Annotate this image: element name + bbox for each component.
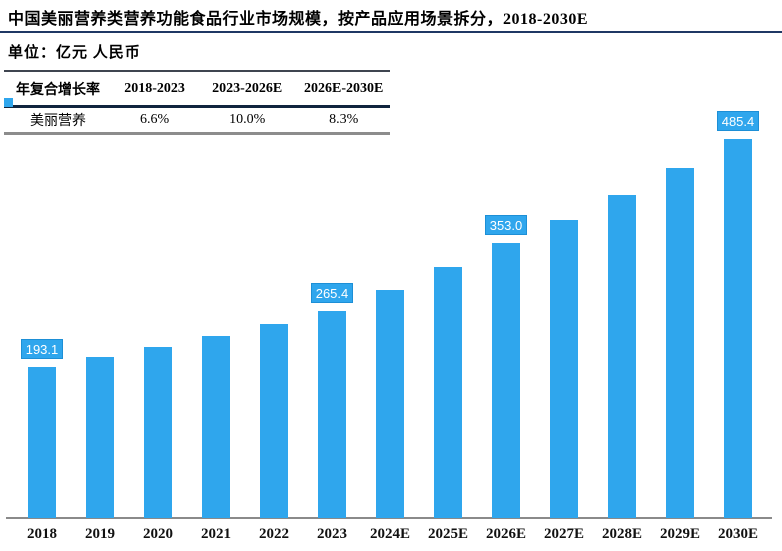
data-label-2023: 265.4 bbox=[311, 283, 353, 303]
table-header-period-2: 2023-2026E bbox=[212, 80, 283, 96]
x-axis-label-2020: 2020 bbox=[143, 526, 173, 542]
x-axis-label-2018: 2018 bbox=[27, 526, 57, 542]
bar-2025E bbox=[434, 267, 462, 518]
x-axis-label-2021: 2021 bbox=[201, 526, 231, 542]
bar-2018 bbox=[28, 367, 56, 518]
bar-2030E bbox=[724, 139, 752, 518]
bar-2029E bbox=[666, 168, 694, 518]
bar-2020 bbox=[144, 347, 172, 518]
bar-2023 bbox=[318, 311, 346, 518]
title-divider bbox=[0, 31, 782, 33]
x-axis-line bbox=[6, 517, 772, 519]
bar-2022 bbox=[260, 324, 288, 518]
bar-2026E bbox=[492, 243, 520, 518]
x-axis-label-2025E: 2025E bbox=[427, 526, 468, 542]
x-axis-label-2030E: 2030E bbox=[717, 526, 758, 542]
data-label-2018: 193.1 bbox=[21, 339, 63, 359]
bar-2019 bbox=[86, 357, 114, 518]
x-axis-label-2024E: 2024E bbox=[369, 526, 410, 542]
x-axis-label-2029E: 2029E bbox=[659, 526, 700, 542]
table-cagr-value-3: 8.3% bbox=[329, 112, 359, 127]
data-label-2030E: 485.4 bbox=[717, 111, 759, 131]
x-axis-label-2022: 2022 bbox=[259, 526, 289, 542]
x-axis-label-2019: 2019 bbox=[85, 526, 115, 542]
cagr-table-header-row: 年复合增长率 2018-2023 2023-2026E 2026E-2030E bbox=[4, 72, 390, 108]
table-cagr-value-1: 6.6% bbox=[139, 112, 170, 127]
table-header-metric: 年复合增长率 bbox=[16, 82, 101, 98]
x-axis-label-2027E: 2027E bbox=[543, 526, 584, 542]
table-cagr-value-2: 10.0% bbox=[229, 112, 266, 127]
cagr-table: 年复合增长率 2018-2023 2023-2026E 2026E-2030E … bbox=[4, 70, 390, 135]
bar-2021 bbox=[202, 336, 230, 518]
bar-2028E bbox=[608, 195, 636, 518]
x-axis-label-2023: 2023 bbox=[317, 526, 347, 542]
table-header-period-1: 2018-2023 bbox=[124, 80, 185, 96]
table-header-period-3: 2026E-2030E bbox=[303, 80, 384, 96]
x-axis-label-2028E: 2028E bbox=[601, 526, 642, 542]
unit-label: 单位：亿元 人民币 bbox=[8, 45, 141, 61]
legend-swatch-icon bbox=[4, 98, 13, 107]
cagr-table-data-row: 美丽营养 6.6% 10.0% 8.3% bbox=[4, 108, 390, 132]
page-title: 中国美丽营养类营养功能食品行业市场规模，按产品应用场景拆分，2018-2030E bbox=[8, 11, 589, 28]
table-row-label: 美丽营养 bbox=[30, 114, 87, 129]
bar-2024E bbox=[376, 290, 404, 518]
data-label-2026E: 353.0 bbox=[485, 215, 527, 235]
bar-2027E bbox=[550, 220, 578, 518]
x-axis-label-2026E: 2026E bbox=[485, 526, 526, 542]
